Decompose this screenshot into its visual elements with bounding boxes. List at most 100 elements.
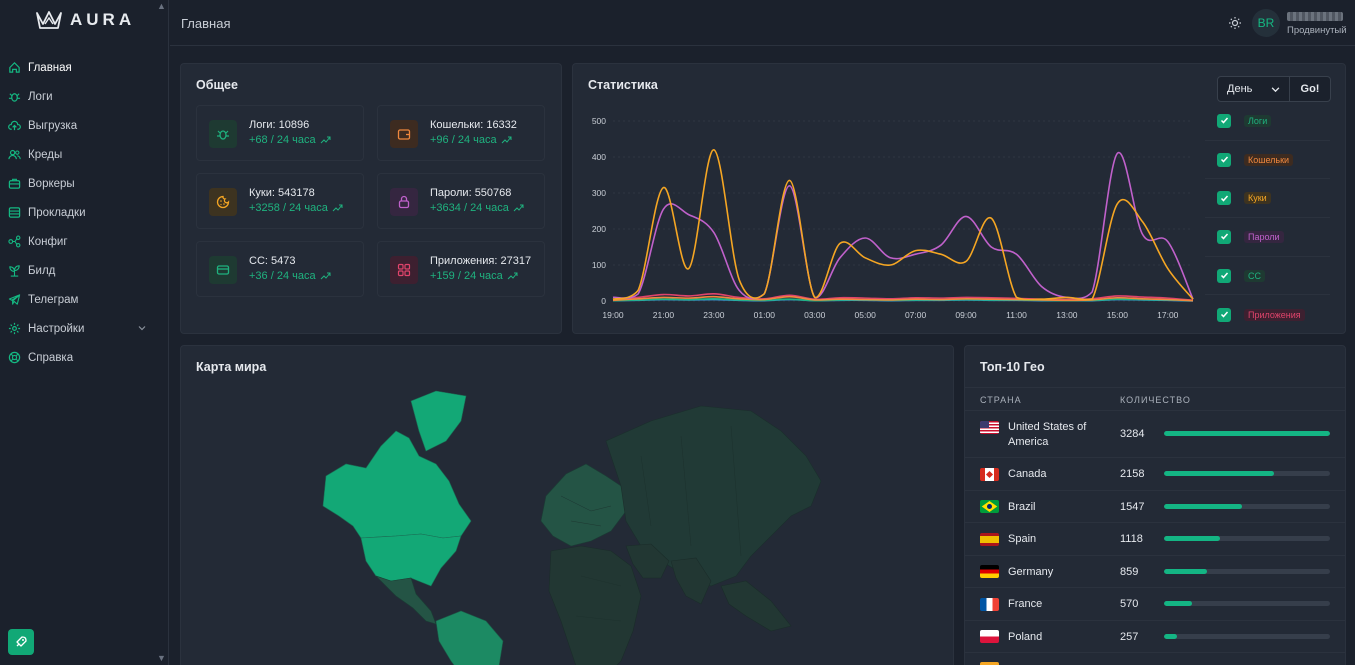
sidebar-item-home[interactable]: Главная bbox=[0, 53, 169, 82]
sidebar-item-label: Настройки bbox=[28, 322, 85, 335]
x-tick-label: 07:00 bbox=[905, 310, 927, 320]
stat-logs[interactable]: Логи: 10896 +68 / 24 часа bbox=[196, 105, 364, 161]
table-row[interactable]: Poland 257 bbox=[965, 621, 1345, 653]
telegram-icon bbox=[7, 293, 21, 307]
flag-icon bbox=[980, 662, 999, 665]
stat-delta: +68 / 24 часа bbox=[249, 134, 331, 146]
stat-cc[interactable]: CC: 5473 +36 / 24 часа bbox=[196, 241, 364, 297]
map-region-canada bbox=[322, 430, 472, 539]
checkbox-checked-icon[interactable] bbox=[1217, 191, 1231, 206]
legend-item-cc[interactable]: CC bbox=[1205, 257, 1330, 296]
sidebar-item-settings[interactable]: Настройки bbox=[0, 314, 169, 343]
legend-item-cookies[interactable]: Куки bbox=[1205, 179, 1330, 219]
scroll-down-icon[interactable]: ▼ bbox=[157, 653, 166, 663]
sidebar-item-logs[interactable]: Логи bbox=[0, 82, 169, 111]
legend-item-logs[interactable]: Логи bbox=[1205, 102, 1330, 141]
table-row[interactable]: Canada 2158 bbox=[965, 458, 1345, 491]
crown-logo-icon bbox=[36, 11, 62, 29]
table-row[interactable]: Brazil 1547 bbox=[965, 491, 1345, 523]
trend-up-icon bbox=[332, 204, 343, 212]
sidebar-item-telegram[interactable]: Телеграм bbox=[0, 285, 169, 314]
period-select[interactable]: День bbox=[1217, 76, 1290, 102]
avatar[interactable]: BR bbox=[1252, 9, 1280, 37]
br-flag-icon bbox=[980, 500, 999, 513]
stat-apps[interactable]: Приложения: 27317 +159 / 24 часа bbox=[377, 241, 545, 297]
sidebar-item-creds[interactable]: Креды bbox=[0, 140, 169, 169]
country-name: United States of America bbox=[1008, 421, 1087, 448]
sidebar-nav: Главная Логи Выгрузка Креды Воркеры Прок… bbox=[0, 53, 169, 372]
map-region-middle-east bbox=[625, 543, 670, 579]
bug-icon bbox=[7, 90, 21, 104]
map-region-africa bbox=[548, 545, 642, 665]
wallet-icon bbox=[390, 120, 418, 148]
trend-up-icon bbox=[507, 272, 518, 280]
legend-item-apps[interactable]: Приложения bbox=[1205, 295, 1330, 334]
stat-label: Куки: 543178 bbox=[249, 187, 315, 199]
sidebar-item-export[interactable]: Выгрузка bbox=[0, 111, 169, 140]
stat-passwords[interactable]: Пароли: 550768 +3634 / 24 часа bbox=[377, 173, 545, 229]
home-icon bbox=[7, 61, 21, 75]
stat-delta: +159 / 24 часа bbox=[430, 270, 518, 282]
sidebar-item-label: Главная bbox=[28, 61, 72, 74]
checkbox-checked-icon[interactable] bbox=[1217, 307, 1231, 322]
sidebar-item-config[interactable]: Конфиг bbox=[0, 227, 169, 256]
brand-logo[interactable]: AURA bbox=[36, 10, 135, 30]
chevron-down-icon[interactable] bbox=[138, 323, 146, 335]
series-line-Куки bbox=[612, 148, 1194, 301]
lifebuoy-icon bbox=[7, 351, 21, 365]
sidebar-item-label: Справка bbox=[28, 351, 74, 364]
sidebar-item-help[interactable]: Справка bbox=[0, 343, 169, 372]
card-icon bbox=[209, 256, 237, 284]
progress-bar bbox=[1164, 504, 1330, 509]
legend-item-passwords[interactable]: Пароли bbox=[1205, 218, 1330, 257]
country-count: 1118 bbox=[1120, 533, 1143, 545]
general-card: Общее Логи: 10896 +68 / 24 часа Кошельки… bbox=[180, 63, 562, 334]
brand-name: AURA bbox=[70, 10, 136, 29]
map-region-south-asia bbox=[670, 557, 712, 605]
sidebar-item-proxies[interactable]: Прокладки bbox=[0, 198, 169, 227]
gear-icon bbox=[7, 322, 21, 336]
country-count: 3284 bbox=[1120, 428, 1145, 440]
y-tick-label: 400 bbox=[592, 152, 606, 162]
us-flag-icon bbox=[980, 421, 999, 434]
table-row[interactable]: Spain 1118 bbox=[965, 523, 1345, 556]
stat-label: Логи: 10896 bbox=[249, 119, 310, 131]
sidebar-item-label: Выгрузка bbox=[28, 119, 78, 132]
stat-label: Кошельки: 16332 bbox=[430, 119, 517, 131]
stat-wallets[interactable]: Кошельки: 16332 +96 / 24 часа bbox=[377, 105, 545, 161]
x-tick-label: 15:00 bbox=[1107, 310, 1129, 320]
stat-cookies[interactable]: Куки: 543178 +3258 / 24 часа bbox=[196, 173, 364, 229]
stat-label: Пароли: 550768 bbox=[430, 187, 512, 199]
world-map[interactable] bbox=[181, 346, 954, 665]
legend-item-wallets[interactable]: Кошельки bbox=[1205, 141, 1330, 180]
column-header-country[interactable]: СТРАНА bbox=[980, 395, 1022, 405]
theme-toggle-button[interactable] bbox=[1228, 16, 1242, 35]
table-row[interactable]: United States of America 3284 bbox=[965, 411, 1345, 458]
go-button[interactable]: Go! bbox=[1289, 76, 1331, 102]
country-count: 257 bbox=[1120, 631, 1139, 643]
country-name: France bbox=[1008, 598, 1043, 610]
column-header-count[interactable]: КОЛИЧЕСТВО bbox=[1120, 395, 1191, 405]
series-line-Приложения bbox=[612, 292, 1194, 302]
checkbox-checked-icon[interactable] bbox=[1217, 229, 1231, 244]
sun-icon bbox=[1229, 17, 1241, 29]
country-name: Spain bbox=[1008, 533, 1037, 545]
username-redacted bbox=[1287, 12, 1343, 21]
table-row[interactable] bbox=[965, 653, 1345, 665]
rocket-button[interactable] bbox=[8, 629, 34, 655]
table-row[interactable]: France 570 bbox=[965, 588, 1345, 621]
y-tick-label: 300 bbox=[592, 188, 606, 198]
layers-icon bbox=[7, 206, 21, 220]
scroll-up-icon[interactable]: ▲ bbox=[157, 1, 166, 11]
checkbox-checked-icon[interactable] bbox=[1217, 268, 1231, 283]
y-tick-label: 0 bbox=[601, 296, 606, 306]
y-tick-label: 200 bbox=[592, 224, 606, 234]
checkbox-checked-icon[interactable] bbox=[1217, 152, 1231, 167]
checkbox-checked-icon[interactable] bbox=[1217, 113, 1231, 128]
es-flag-icon bbox=[980, 533, 999, 546]
sidebar-item-workers[interactable]: Воркеры bbox=[0, 169, 169, 198]
table-row[interactable]: Germany 859 bbox=[965, 556, 1345, 588]
sidebar-item-build[interactable]: Билд bbox=[0, 256, 169, 285]
world-map-card: Карта мира bbox=[180, 345, 954, 665]
x-tick-label: 17:00 bbox=[1157, 310, 1179, 320]
